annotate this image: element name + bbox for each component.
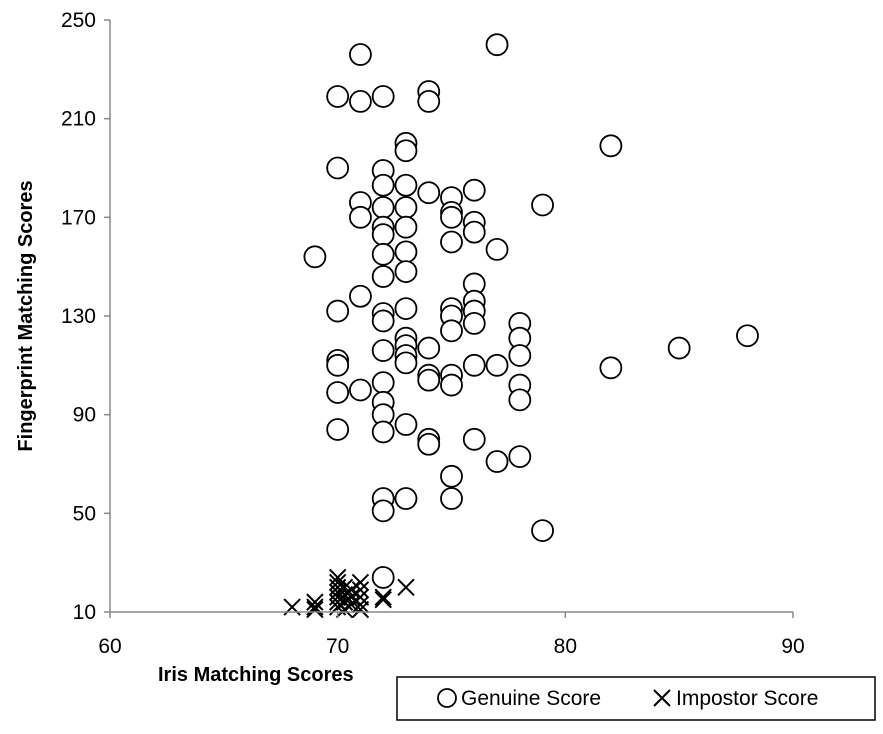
- impostor-score-point: [374, 590, 392, 609]
- x-tick-label: 60: [98, 635, 121, 658]
- legend-genuine-marker: [437, 688, 457, 708]
- genuine-score-point: [531, 519, 554, 542]
- genuine-score-point: [394, 215, 418, 239]
- genuine-score-point: [349, 205, 372, 229]
- genuine-score-point: [417, 336, 441, 360]
- genuine-score-point: [462, 178, 486, 202]
- genuine-score-point: [485, 450, 509, 473]
- genuine-score-point: [303, 245, 327, 269]
- legend-impostor-label: Impostor Score: [676, 687, 818, 710]
- y-axis-title: Fingerprint Matching Scores: [15, 180, 37, 451]
- genuine-score-point: [485, 353, 509, 377]
- genuine-score-point: [371, 196, 395, 219]
- impostor-score-point: [397, 578, 415, 597]
- genuine-score-point: [531, 193, 554, 217]
- genuine-score-point: [599, 134, 623, 158]
- legend: Genuine Score Impostor Score: [396, 676, 876, 721]
- genuine-score-point: [440, 230, 463, 254]
- genuine-score-point: [371, 309, 395, 333]
- legend-impostor-marker: [653, 689, 671, 707]
- y-tick-label: 250: [61, 9, 96, 32]
- genuine-score-point: [394, 173, 418, 197]
- impostor-score-point: [342, 581, 361, 599]
- genuine-score-point: [485, 237, 509, 261]
- genuine-score-point: [326, 299, 350, 323]
- genuine-score-point: [462, 220, 486, 244]
- genuine-score-point: [508, 388, 532, 412]
- y-tick-label: 90: [73, 404, 96, 427]
- genuine-score-point: [326, 381, 350, 404]
- axes-layer: 10 50 90 130 170 210 250 60 70 80 90 Iris Matching …: [15, 9, 805, 686]
- genuine-score-point: [371, 420, 395, 444]
- genuine-score-point: [667, 336, 691, 360]
- genuine-score-point: [599, 356, 623, 380]
- genuine-score-point: [326, 353, 350, 377]
- impostor-score-point: [306, 593, 324, 611]
- genuine-score-point: [462, 311, 486, 335]
- genuine-score-point: [349, 90, 372, 113]
- impostor-score-point: [374, 588, 392, 606]
- genuine-score-point: [440, 464, 463, 488]
- impostor-score-point: [342, 588, 361, 606]
- legend-genuine-label: Genuine Score: [461, 687, 601, 710]
- genuine-score-point: [440, 319, 463, 343]
- genuine-score-point: [417, 90, 441, 113]
- impostor-score-point: [351, 573, 370, 592]
- genuine-score-point: [508, 445, 532, 469]
- genuine-score-point: [394, 196, 418, 219]
- x-axis-title: Iris Matching Scores: [158, 664, 354, 686]
- genuine-score-point: [394, 139, 418, 163]
- genuine-score-point: [371, 499, 395, 523]
- genuine-score-point: [349, 284, 372, 308]
- genuine-score-point: [326, 85, 350, 108]
- y-tick-label: 130: [61, 305, 96, 328]
- impostor-score-point: [351, 588, 370, 606]
- genuine-score-point: [485, 33, 509, 57]
- genuine-score-point: [371, 173, 395, 197]
- genuine-score-point: [462, 353, 486, 377]
- genuine-score-point: [371, 242, 395, 266]
- x-tick-label: 70: [326, 635, 349, 658]
- y-tick-label: 50: [73, 502, 96, 525]
- genuine-score-point: [326, 156, 350, 180]
- genuine-score-point: [417, 368, 441, 392]
- marks-layer: [283, 33, 759, 619]
- x-tick-label: 80: [554, 635, 577, 658]
- genuine-score-point: [371, 566, 395, 589]
- genuine-score-point: [371, 223, 395, 247]
- genuine-score-point: [462, 427, 486, 451]
- impostor-score-point: [351, 600, 370, 619]
- y-tick-label: 10: [73, 601, 96, 624]
- genuine-score-point: [440, 205, 463, 229]
- genuine-score-point: [371, 371, 395, 395]
- genuine-score-point: [508, 344, 532, 367]
- genuine-score-point: [440, 487, 463, 510]
- genuine-score-point: [394, 351, 418, 375]
- genuine-score-point: [349, 43, 372, 66]
- genuine-score-point: [371, 265, 395, 288]
- genuine-score-point: [349, 378, 372, 402]
- x-tick-label: 90: [781, 635, 804, 658]
- legend-box: [396, 676, 876, 721]
- genuine-score-point: [394, 297, 418, 321]
- genuine-score-point: [736, 324, 759, 348]
- genuine-score-point: [394, 240, 418, 264]
- genuine-score-point: [417, 432, 441, 456]
- impostor-score-point: [351, 581, 370, 599]
- genuine-score-point: [326, 418, 350, 441]
- genuine-score-point: [440, 373, 463, 397]
- impostor-score-point: [342, 595, 361, 614]
- genuine-score-point: [417, 181, 441, 205]
- y-tick-label: 170: [61, 206, 96, 229]
- genuine-score-point: [371, 339, 395, 362]
- y-tick-label: 210: [61, 108, 96, 131]
- impostor-score-point: [306, 600, 324, 619]
- genuine-score-point: [394, 260, 418, 284]
- genuine-score-point: [394, 487, 418, 510]
- genuine-score-point: [394, 413, 418, 436]
- genuine-score-point: [371, 85, 395, 108]
- impostor-score-point: [351, 595, 370, 614]
